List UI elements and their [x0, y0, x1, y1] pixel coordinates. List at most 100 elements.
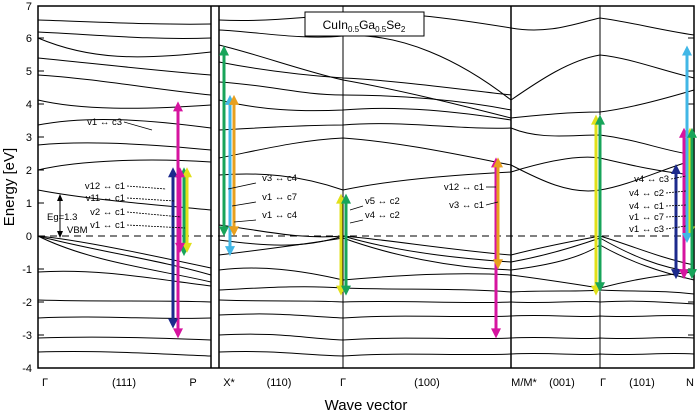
band-curve	[218, 61, 512, 96]
transition-arrowhead	[219, 226, 229, 237]
band-curve	[510, 352, 695, 356]
transition-label: v1 ↔ c7	[629, 212, 664, 223]
x-tick-label: (101)	[629, 377, 655, 389]
transition-label: v3 ↔ c1	[449, 200, 484, 211]
x-tick-label: M/M*	[511, 377, 537, 389]
annotation-leader	[227, 182, 257, 190]
band-curve	[218, 313, 512, 319]
transition-arrowhead	[493, 259, 503, 270]
transition-arrowhead	[173, 101, 183, 112]
transition-arrowhead	[687, 127, 697, 138]
band-curve	[218, 99, 512, 121]
transition-arrowhead	[491, 328, 501, 339]
band-curve	[37, 118, 212, 129]
transition-label: v12 ↔ c1	[444, 182, 484, 193]
annotation-leader	[665, 215, 687, 218]
transition-label: v1 ↔ c7	[262, 192, 297, 203]
band-curve	[218, 351, 512, 357]
annotation-leader	[485, 201, 499, 206]
band-curve	[510, 156, 695, 176]
x-tick-label: (100)	[414, 377, 440, 389]
band-curve	[37, 299, 212, 303]
annotation-leader	[123, 121, 153, 131]
gap-label: Eg=1.3	[47, 212, 77, 223]
transition-label: v3 ↔ c4	[262, 173, 297, 184]
annotation-leader	[665, 204, 687, 207]
band-curve	[510, 127, 695, 156]
y-tick-label: -4	[22, 363, 32, 375]
y-tick-label: 3	[26, 132, 32, 144]
transition-arrowhead	[341, 285, 351, 296]
y-tick-label: 1	[26, 198, 32, 210]
band-curve	[37, 235, 212, 269]
band-curve	[218, 333, 512, 341]
x-tick-label: Γ	[340, 377, 346, 389]
transition-label: v2 ↔ c1	[90, 207, 125, 218]
transition-label: v4 ↔ c3	[634, 174, 669, 185]
y-tick-label: 0	[26, 231, 32, 243]
annotation-leader	[126, 224, 186, 229]
transition-arrowhead	[182, 167, 192, 178]
y-tick-label: -3	[22, 330, 32, 342]
transition-arrowhead	[682, 45, 692, 56]
band-curve	[510, 54, 695, 101]
chart-title: CuIn0.5Ga0.5Se2	[323, 18, 406, 34]
gap-arrow-down	[57, 231, 63, 238]
x-tick-label: Γ	[42, 377, 48, 389]
annotation-leader	[665, 190, 687, 194]
vbm-label: VBM	[67, 225, 88, 236]
y-tick-labels: -4 -3 -2 -1 0 1 2 3 4 5 6 7	[22, 1, 32, 375]
transition-arrowhead	[595, 114, 605, 125]
band-curve	[37, 336, 212, 341]
band-curve	[510, 314, 695, 318]
plot-frame	[37, 5, 695, 369]
band-curve	[510, 300, 695, 305]
y-tick-label: 6	[26, 33, 32, 45]
y-tick-label: -2	[22, 297, 32, 309]
y-tick-label: 7	[26, 1, 32, 13]
transition-label: v11 ↔ c1	[86, 193, 125, 204]
x-tick-label: N	[686, 377, 694, 389]
band-curve	[218, 171, 512, 191]
band-curve	[510, 235, 695, 266]
band-curve	[37, 316, 212, 319]
transition-label: v1 ↔ c3	[87, 117, 122, 128]
x-tick-label: (111)	[112, 377, 136, 389]
band-curve	[218, 137, 512, 166]
transition-arrowhead	[682, 232, 692, 243]
transition-arrowhead	[229, 226, 239, 237]
band-curve	[37, 37, 212, 58]
band-curve	[37, 142, 212, 151]
transition-arrows	[168, 45, 697, 339]
band-curve	[37, 31, 212, 39]
chart-title-box: CuIn0.5Ga0.5Se2	[304, 11, 425, 37]
transition-arrowhead	[175, 242, 185, 253]
transition-arrowhead	[182, 242, 192, 253]
annotation-leader	[670, 175, 687, 180]
band-curve	[218, 237, 512, 271]
transition-arrowhead	[595, 282, 605, 293]
band-curve	[37, 99, 212, 109]
band-curve	[37, 350, 212, 357]
band-curve	[218, 299, 512, 304]
transition-label: v1 ↔ c3	[629, 224, 664, 235]
annotation-leader	[233, 219, 257, 223]
transition-arrowhead	[168, 318, 178, 329]
band-curve	[37, 189, 212, 211]
band-curve	[37, 74, 212, 96]
transition-arrowhead	[341, 193, 351, 204]
transition-label: v5 ↔ c2	[365, 196, 400, 207]
gap-arrow-up	[57, 194, 63, 201]
annotation-leader	[231, 201, 257, 207]
transition-arrowhead	[671, 269, 681, 280]
y-tick-label: 2	[26, 165, 32, 177]
band-curve	[218, 123, 512, 131]
band-curve	[510, 237, 695, 273]
x-tick-label: (110)	[267, 377, 292, 389]
band-curve	[37, 159, 212, 171]
y-tick-label: 5	[26, 66, 32, 78]
transition-arrowhead	[229, 94, 239, 105]
transition-label: v12 ↔ c1	[85, 181, 125, 192]
band-curve	[218, 267, 512, 281]
